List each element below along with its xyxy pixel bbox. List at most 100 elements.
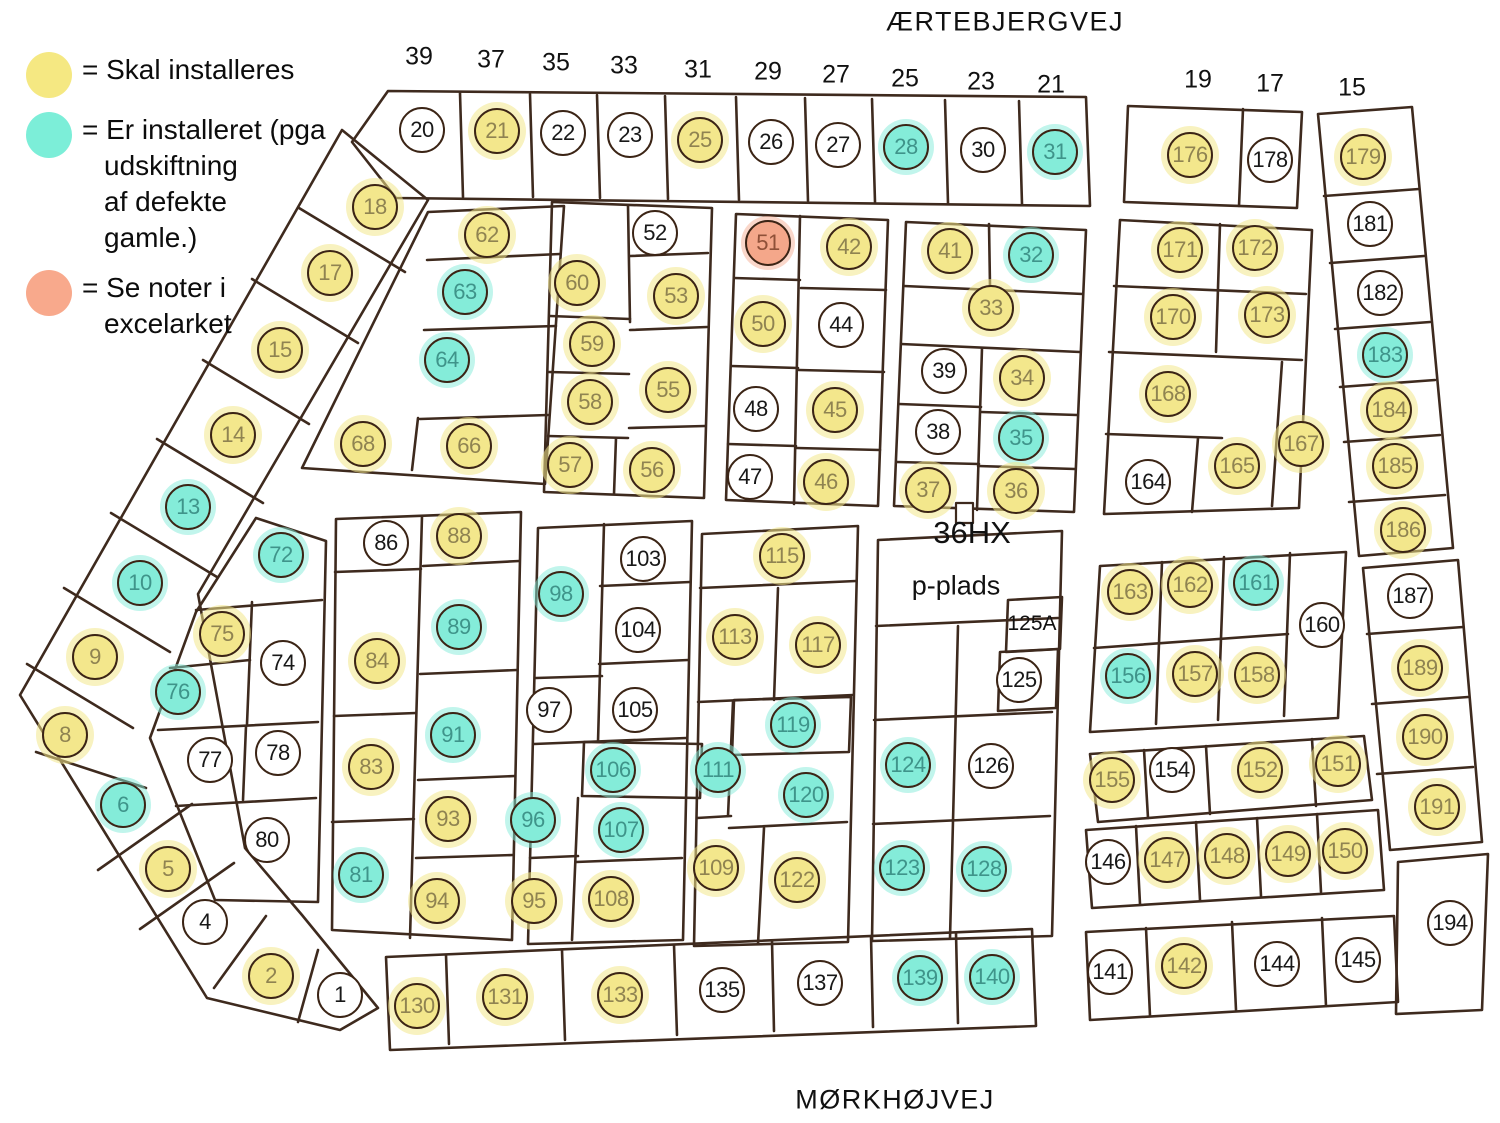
plot-marker-81: 81 xyxy=(338,852,384,898)
street-number-37: 37 xyxy=(477,45,505,74)
plot-marker-46: 46 xyxy=(803,459,849,505)
plot-marker-68: 68 xyxy=(340,421,386,467)
plot-marker-77: 77 xyxy=(187,737,233,783)
plot-marker-93: 93 xyxy=(425,796,471,842)
plot-marker-106: 106 xyxy=(590,747,636,793)
legend: = Skal installeres = Er installeret (pga u… xyxy=(26,52,326,356)
plot-marker-47: 47 xyxy=(727,454,773,500)
plot-marker-56: 56 xyxy=(629,447,675,493)
plot-marker-149: 149 xyxy=(1265,831,1311,877)
plot-marker-10: 10 xyxy=(117,560,163,606)
plot-marker-144: 144 xyxy=(1254,941,1300,987)
plot-marker-41: 41 xyxy=(927,228,973,274)
plot-marker-111: 111 xyxy=(695,747,741,793)
plot-marker-57: 57 xyxy=(547,442,593,488)
plot-marker-157: 157 xyxy=(1172,651,1218,697)
street-number-17: 17 xyxy=(1256,69,1284,98)
plot-marker-190: 190 xyxy=(1402,714,1448,760)
plot-marker-96: 96 xyxy=(510,797,556,843)
plot-marker-2: 2 xyxy=(248,953,294,999)
plot-marker-176: 176 xyxy=(1167,132,1213,178)
plot-marker-75: 75 xyxy=(199,611,245,657)
plot-marker-62: 62 xyxy=(464,212,510,258)
plot-marker-162: 162 xyxy=(1167,562,1213,608)
plot-marker-80: 80 xyxy=(244,817,290,863)
plot-marker-50: 50 xyxy=(740,301,786,347)
street-number-35: 35 xyxy=(542,48,570,77)
plot-marker-161: 161 xyxy=(1233,560,1279,606)
plot-marker-13: 13 xyxy=(165,484,211,530)
plot-marker-26: 26 xyxy=(748,119,794,165)
plot-marker-1: 1 xyxy=(317,972,363,1018)
plot-marker-97: 97 xyxy=(526,687,572,733)
plot-marker-170: 170 xyxy=(1150,294,1196,340)
plot-marker-146: 146 xyxy=(1085,839,1131,885)
plot-marker-141: 141 xyxy=(1087,949,1133,995)
plot-marker-156: 156 xyxy=(1105,653,1151,699)
street-number-15: 15 xyxy=(1338,73,1366,102)
plot-marker-48: 48 xyxy=(733,386,779,432)
plot-marker-20: 20 xyxy=(399,107,445,153)
plot-marker-22: 22 xyxy=(540,110,586,156)
plot-marker-133: 133 xyxy=(597,972,643,1018)
plot-marker-33: 33 xyxy=(968,285,1014,331)
plot-marker-55: 55 xyxy=(645,367,691,413)
legend-dot-o xyxy=(26,270,72,316)
plot-marker-128: 128 xyxy=(961,846,1007,892)
plot-marker-31: 31 xyxy=(1032,129,1078,175)
legend-text: gamle.) xyxy=(104,222,198,253)
street-number-27: 27 xyxy=(822,60,850,89)
plot-marker-123: 123 xyxy=(879,845,925,891)
plot-marker-109: 109 xyxy=(693,845,739,891)
plot-marker-72: 72 xyxy=(258,532,304,578)
plot-marker-130: 130 xyxy=(394,983,440,1029)
plot-marker-52: 52 xyxy=(632,210,678,256)
plot-marker-140: 140 xyxy=(969,954,1015,1000)
plot-marker-38: 38 xyxy=(915,409,961,455)
plot-marker-172: 172 xyxy=(1232,225,1278,271)
plot-marker-88: 88 xyxy=(436,513,482,559)
area-label-36hx: 36HX xyxy=(933,515,1011,550)
plot-marker-63: 63 xyxy=(442,269,488,315)
plot-marker-105: 105 xyxy=(612,687,658,733)
plot-marker-6: 6 xyxy=(100,782,146,828)
street-number-29: 29 xyxy=(754,57,782,86)
street-name-top: ÆRTEBJERGVEJ xyxy=(885,6,1125,37)
plot-marker-191: 191 xyxy=(1414,784,1460,830)
plot-marker-151: 151 xyxy=(1315,741,1361,787)
plot-marker-150: 150 xyxy=(1322,828,1368,874)
street-number-19: 19 xyxy=(1184,65,1212,94)
plot-marker-103: 103 xyxy=(620,536,666,582)
plot-marker-44: 44 xyxy=(818,302,864,348)
plot-marker-179: 179 xyxy=(1340,134,1386,180)
plot-marker-163: 163 xyxy=(1107,569,1153,615)
legend-text: af defekte xyxy=(104,186,227,217)
plot-marker-147: 147 xyxy=(1144,837,1190,883)
legend-text: = Skal installeres xyxy=(82,54,295,85)
plot-marker-28: 28 xyxy=(883,124,929,170)
plot-marker-83: 83 xyxy=(348,744,394,790)
street-number-39: 39 xyxy=(405,42,433,71)
street-number-23: 23 xyxy=(967,67,995,96)
plot-marker-32: 32 xyxy=(1008,232,1054,278)
plot-marker-59: 59 xyxy=(569,321,615,367)
plot-marker-139: 139 xyxy=(897,955,943,1001)
plot-marker-171: 171 xyxy=(1157,227,1203,273)
plot-marker-9: 9 xyxy=(72,634,118,680)
plot-marker-186: 186 xyxy=(1380,507,1426,553)
plot-marker-76: 76 xyxy=(155,669,201,715)
street-number-33: 33 xyxy=(610,51,638,80)
plot-marker-152: 152 xyxy=(1237,747,1283,793)
plot-marker-104: 104 xyxy=(615,607,661,653)
plot-marker-95: 95 xyxy=(511,878,557,924)
plot-marker-42: 42 xyxy=(826,224,872,270)
plot-marker-160: 160 xyxy=(1299,602,1345,648)
plot-marker-45: 45 xyxy=(812,387,858,433)
area-label-pplads: p-plads xyxy=(911,570,1001,601)
plot-marker-126: 126 xyxy=(968,743,1014,789)
legend-text: = Se noter i xyxy=(82,272,226,303)
street-number-25: 25 xyxy=(891,64,919,93)
